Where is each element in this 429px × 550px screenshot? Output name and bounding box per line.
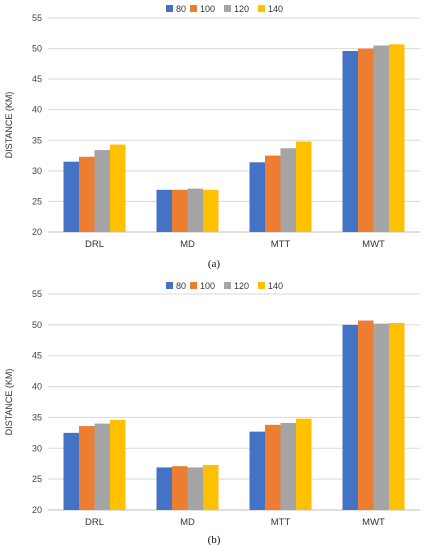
y-axis-label: DISTANCE (KM) [4,369,14,436]
legend-label: 80 [176,281,186,291]
legend-label: 100 [200,4,215,14]
legend-label: 80 [176,4,186,14]
x-tick-label: MWT [362,239,385,250]
y-axis-label: DISTANCE (KM) [4,92,14,159]
legend-label: 120 [234,281,249,291]
bar-drl-80 [63,161,79,232]
x-tick-label: DRL [85,517,104,528]
bar-mwt-140 [389,44,405,232]
panel-label-b: (b) [208,534,221,546]
chart-a: 20 25 30 35 40 45 50 55 DISTANCE (KM) DRL MD MTT MWT… [4,4,420,250]
bar-drl-120 [94,150,110,232]
bar-md-100 [172,189,188,232]
bar-mtt-140 [296,418,312,510]
chart-b: 20 25 30 35 40 45 50 55 DISTANCE (KM) DRL MD MTT MWT… [4,281,420,528]
x-tick-label: MTT [271,517,291,528]
bar-md-140 [203,464,219,510]
bar-mtt-80 [249,162,265,232]
bar-drl-140 [110,419,126,510]
bar-mwt-80 [342,51,358,232]
y-tick-label: 25 [32,474,42,484]
legend-swatch-80 [166,282,173,289]
legend-swatch-140 [258,282,265,289]
x-tick-label: MD [180,517,195,528]
legend: 80 100 120 140 [166,281,283,291]
bar-md-120 [187,188,203,232]
y-tick-label: 50 [32,44,42,54]
bar-mtt-100 [265,424,281,510]
bar-mwt-140 [389,323,405,510]
legend-swatch-100 [190,282,197,289]
panel-label-a: (a) [208,258,221,270]
y-tick-label: 55 [32,289,42,299]
bar-mwt-120 [373,323,389,510]
x-tick-label: MTT [271,239,291,250]
y-tick-label: 55 [32,13,42,23]
bar-mtt-120 [280,422,296,510]
legend-swatch-80 [166,5,173,12]
x-tick-label: MWT [362,517,385,528]
y-tick-label: 25 [32,196,42,206]
bar-mwt-120 [373,45,389,233]
bar-mwt-100 [358,320,374,510]
bar-drl-100 [79,156,95,232]
legend-label: 100 [200,281,215,291]
y-tick-label: 45 [32,351,42,361]
legend-label: 140 [268,281,283,291]
bar-md-120 [187,467,203,510]
bar-md-80 [156,189,172,232]
y-tick-label: 40 [32,105,42,115]
y-tick-label: 35 [32,135,42,145]
bar-md-100 [172,466,188,510]
bar-mtt-100 [265,155,281,232]
y-tick-label: 50 [32,320,42,330]
y-tick-label: 30 [32,443,42,453]
legend-swatch-120 [224,5,231,12]
legend-label: 140 [268,4,283,14]
legend-label: 120 [234,4,249,14]
bar-mtt-80 [249,431,265,510]
bar-drl-100 [79,426,95,510]
bar-drl-120 [94,423,110,510]
x-tick-label: MD [180,239,195,250]
y-tick-label: 40 [32,382,42,392]
y-tick-label: 35 [32,412,42,422]
bar-mwt-80 [342,324,358,510]
bar-mwt-100 [358,48,374,233]
bar-drl-80 [63,432,79,510]
bar-mtt-140 [296,141,312,232]
legend-swatch-120 [224,282,231,289]
y-tick-label: 20 [32,227,42,237]
bar-md-80 [156,467,172,510]
y-tick-label: 45 [32,74,42,84]
legend-swatch-140 [258,5,265,12]
y-tick-label: 20 [32,505,42,515]
legend: 80 100 120 140 [166,4,283,14]
bar-drl-140 [110,144,126,232]
bar-md-140 [203,189,219,232]
x-tick-label: DRL [85,239,104,250]
y-tick-label: 30 [32,166,42,176]
legend-swatch-100 [190,5,197,12]
bar-mtt-120 [280,148,296,232]
